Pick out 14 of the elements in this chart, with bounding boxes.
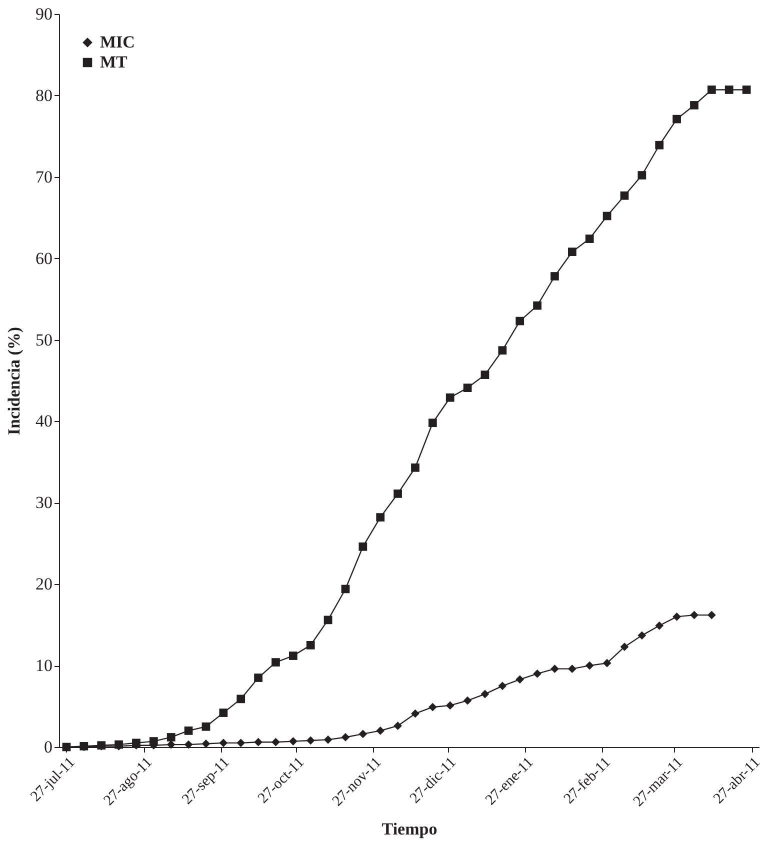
y-tick-label: 80 [36, 86, 52, 105]
y-tick-label: 90 [36, 4, 52, 24]
y-tick-label: 50 [36, 330, 52, 350]
y-axis-title: Incidencia (%) [4, 326, 24, 436]
y-tick-label: 40 [36, 412, 52, 431]
y-tick-label: 0 [44, 738, 52, 756]
y-tick-label: 30 [36, 493, 52, 512]
legend-label: MT [100, 52, 128, 72]
y-tick-label: 20 [36, 574, 52, 594]
legend-label: MIC [100, 32, 135, 52]
y-tick-label: 70 [36, 167, 52, 186]
y-tick-label: 60 [36, 248, 52, 268]
x-axis-title: Tiempo [382, 819, 438, 838]
y-tick-label: 10 [36, 656, 52, 676]
